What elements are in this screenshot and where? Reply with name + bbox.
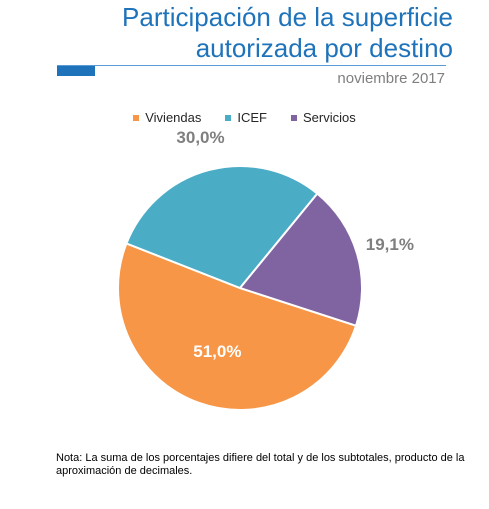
chart-date: noviembre 2017 [337, 70, 445, 87]
legend-label: ICEF [237, 110, 267, 125]
legend-item-servicios: Servicios [291, 110, 356, 125]
data-label-icef: 30,0% [176, 128, 224, 147]
title-accent-block [57, 66, 95, 76]
legend-label: Servicios [303, 110, 356, 125]
chart-title-line1: Participación de la superficie [122, 2, 453, 32]
legend-swatch [225, 114, 232, 121]
data-label-servicios: 19,1% [366, 235, 414, 254]
footnote: Nota: La suma de los porcentajes difiere… [56, 452, 465, 477]
legend-swatch [133, 114, 140, 121]
pie-slice-servicios [238, 192, 363, 327]
data-label-viviendas: 51,0% [193, 342, 241, 361]
pie-slice-viviendas [117, 242, 358, 411]
legend-swatch [291, 114, 297, 121]
chart-legend: Viviendas ICEF Servicios [0, 110, 489, 125]
chart-title-line2: autorizada por destino [195, 33, 453, 63]
legend-item-viviendas: Viviendas [133, 110, 201, 125]
legend-item-icef: ICEF [225, 110, 267, 125]
legend-label: Viviendas [145, 110, 202, 125]
title-divider [57, 65, 446, 66]
pie-slice-icef [125, 165, 319, 290]
chart-title: Participación de la superficie autorizad… [33, 2, 453, 64]
